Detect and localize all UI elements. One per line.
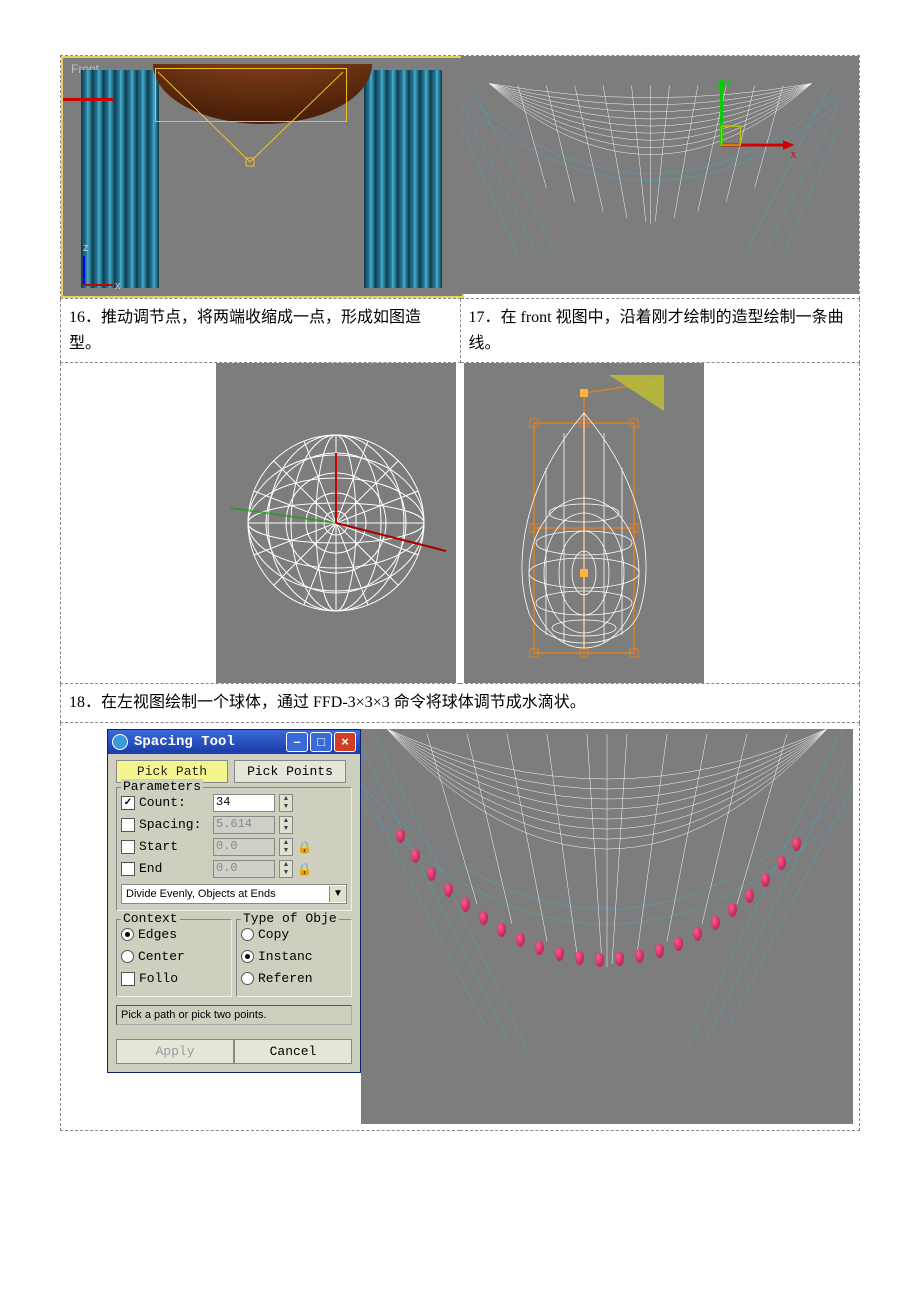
beaded-drape-mesh [361, 729, 853, 1124]
type-legend: Type of Obje [241, 911, 339, 926]
start-checkbox[interactable] [121, 840, 135, 854]
viewport-beaded-drape [361, 729, 853, 1124]
type-copy-radio[interactable] [241, 928, 254, 941]
cancel-button[interactable]: Cancel [234, 1039, 352, 1064]
context-edges-label: Edges [138, 927, 177, 942]
viewport-step17: y x [461, 56, 860, 294]
control-lines [63, 58, 462, 296]
spacing-checkbox[interactable] [121, 818, 135, 832]
drape-mesh: y x [461, 74, 840, 254]
status-bar: Pick a path or pick two points. [116, 1005, 352, 1025]
end-lock-icon[interactable]: 🔒 [297, 862, 312, 876]
caption-step17: 17．在 front 视图中，沿着刚才绘制的造型绘制一条曲线。 [461, 299, 860, 362]
spacing-input[interactable]: 5.614 [213, 816, 275, 834]
count-label: Count: [139, 795, 209, 810]
svg-text:x: x [790, 148, 796, 160]
sphere-wireframe [216, 363, 456, 683]
context-center-label: Center [138, 949, 185, 964]
count-checkbox[interactable]: ✓ [121, 796, 135, 810]
viewport-sphere [216, 363, 456, 683]
type-instance-radio[interactable] [241, 950, 254, 963]
pick-points-button[interactable]: Pick Points [234, 760, 346, 783]
count-input[interactable]: 34 [213, 794, 275, 812]
dialog-title: Spacing Tool [134, 734, 284, 750]
svg-text:y: y [726, 76, 732, 88]
end-checkbox[interactable] [121, 862, 135, 876]
end-spinner[interactable]: ▲▼ [279, 860, 293, 878]
follow-checkbox[interactable] [121, 972, 135, 986]
dialog-titlebar[interactable]: Spacing Tool – □ × [108, 730, 360, 754]
viewport-teardrop [464, 363, 704, 683]
divide-mode-value: Divide Evenly, Objects at Ends [122, 888, 329, 900]
viewport-step16: Front z x [61, 56, 464, 298]
type-reference-label: Referen [258, 971, 313, 986]
follow-label: Follo [139, 971, 178, 986]
caption-step18: 18．在左视图绘制一个球体，通过 FFD-3×3×3 命令将球体调节成水滴状。 [61, 684, 859, 722]
maximize-button[interactable]: □ [310, 732, 332, 752]
teardrop-wireframe [464, 363, 704, 683]
minimize-button[interactable]: – [286, 732, 308, 752]
type-reference-radio[interactable] [241, 972, 254, 985]
origin-z [83, 256, 85, 286]
divide-mode-combo[interactable]: Divide Evenly, Objects at Ends ▼ [121, 884, 347, 904]
apply-button[interactable]: Apply [116, 1039, 234, 1064]
caption-step16: 16．推动调节点，将两端收缩成一点，形成如图造型。 [61, 299, 460, 362]
origin-x [83, 284, 113, 286]
parameters-group: Parameters ✓ Count: 34 ▲▼ Spacing: 5.614… [116, 787, 352, 911]
end-label: End [139, 861, 209, 876]
start-label: Start [139, 839, 209, 854]
axis-gizmo: y x [716, 76, 796, 160]
parameters-legend: Parameters [121, 779, 203, 794]
spacing-label: Spacing: [139, 817, 209, 832]
end-input[interactable]: 0.0 [213, 860, 275, 878]
count-spinner[interactable]: ▲▼ [279, 794, 293, 812]
context-center-radio[interactable] [121, 950, 134, 963]
type-instance-label: Instanc [258, 949, 313, 964]
spacing-spinner[interactable]: ▲▼ [279, 816, 293, 834]
app-icon [112, 734, 128, 750]
type-copy-label: Copy [258, 927, 289, 942]
context-edges-radio[interactable] [121, 928, 134, 941]
chevron-down-icon: ▼ [329, 886, 346, 902]
axis-x [63, 98, 113, 101]
start-input[interactable]: 0.0 [213, 838, 275, 856]
close-button[interactable]: × [334, 732, 356, 752]
start-lock-icon[interactable]: 🔒 [297, 840, 312, 854]
start-spinner[interactable]: ▲▼ [279, 838, 293, 856]
type-group: Type of Obje Copy Instanc Referen [236, 919, 352, 997]
spacing-tool-dialog: Spacing Tool – □ × Pick Path Pick Points… [107, 729, 361, 1073]
context-legend: Context [121, 911, 180, 926]
context-group: Context Edges Center Follo [116, 919, 232, 997]
